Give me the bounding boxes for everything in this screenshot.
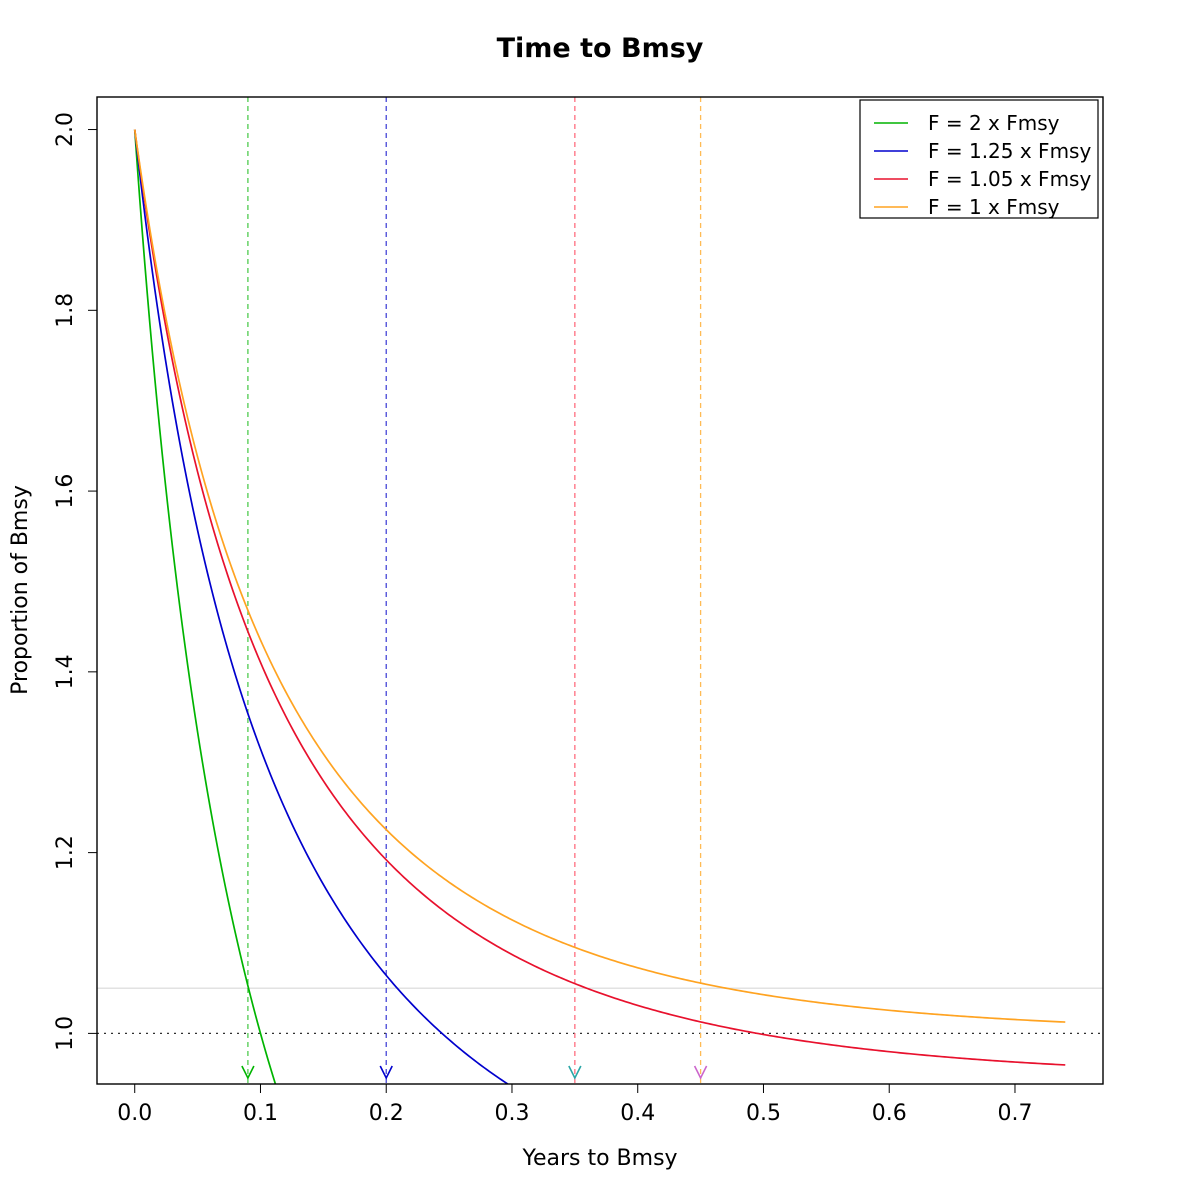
y-tick-label: 1.6 [53, 474, 78, 509]
legend-item-label: F = 1.25 x Fmsy [928, 139, 1091, 163]
arrow-down-icon [568, 1065, 582, 1080]
arrow-down-icon [379, 1065, 393, 1080]
legend-item: F = 1 x Fmsy [874, 195, 1060, 219]
x-tick-label: 0.7 [997, 1101, 1032, 1126]
x-tick-label: 0.5 [746, 1101, 781, 1126]
series-curve [133, 129, 510, 1084]
y-tick-label: 2.0 [53, 112, 78, 147]
x-tick-label: 0.1 [243, 1101, 278, 1126]
x-tick-label: 0.6 [872, 1101, 907, 1126]
legend-item: F = 1.25 x Fmsy [874, 139, 1091, 163]
series-curve [133, 129, 1066, 1023]
y-tick-label: 1.8 [53, 293, 78, 328]
legend-item-label: F = 1.05 x Fmsy [928, 167, 1091, 191]
series-curve [133, 129, 1066, 1066]
legend-item: F = 1.05 x Fmsy [874, 167, 1091, 191]
y-axis-label: Proportion of Bmsy [8, 485, 33, 695]
x-tick-label: 0.2 [369, 1101, 404, 1126]
x-tick-label: 0.3 [494, 1101, 529, 1126]
legend-box [859, 99, 1099, 219]
legend: F = 2 x Fmsy F = 1.25 x Fmsy F = 1.05 x … [859, 99, 1099, 219]
series-curve [133, 129, 277, 1084]
y-tick-label: 1.0 [53, 1016, 78, 1051]
x-axis-label: Years to Bmsy [521, 1146, 677, 1171]
x-tick-label: 0.4 [620, 1101, 655, 1126]
legend-item-label: F = 1 x Fmsy [928, 195, 1060, 219]
arrow-down-icon [241, 1065, 255, 1080]
plot-area: 0.0 0.1 0.2 0.3 0.4 0.5 0.6 0.7 1.0 1.2 1.4 1.6 1.8 2… [53, 97, 1103, 1126]
arrow-down-icon [693, 1065, 708, 1080]
y-tick-label: 1.4 [53, 654, 78, 689]
legend-item-label: F = 2 x Fmsy [928, 111, 1060, 135]
x-tick-label: 0.0 [117, 1101, 152, 1126]
chart-title: Time to Bmsy [497, 33, 704, 64]
y-tick-label: 1.2 [53, 835, 78, 870]
plot-border [96, 96, 1104, 1085]
legend-item: F = 2 x Fmsy [874, 111, 1060, 135]
